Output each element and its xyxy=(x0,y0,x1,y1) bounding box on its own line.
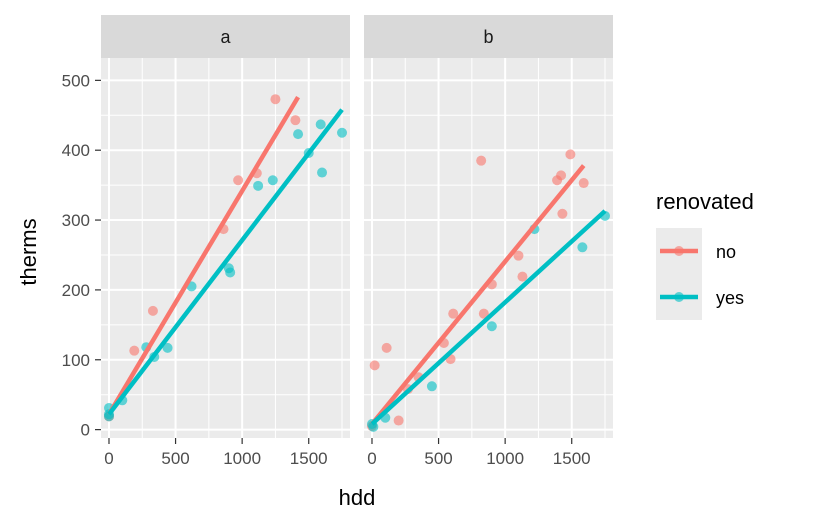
x-tick-label: 0 xyxy=(104,449,113,468)
legend-label-no: no xyxy=(716,242,736,262)
facet-a-x-axis: 0 500 1000 1500 xyxy=(104,438,328,468)
data-point-no xyxy=(513,250,524,261)
x-tick-label: 1500 xyxy=(290,449,328,468)
data-point-no xyxy=(557,208,568,219)
data-point-no xyxy=(517,271,528,282)
facet-a-marks xyxy=(103,94,348,422)
data-point-no xyxy=(147,305,158,316)
data-point-no xyxy=(369,360,380,371)
data-point-no xyxy=(478,308,489,319)
data-point-no xyxy=(556,170,567,181)
y-tick-label: 200 xyxy=(62,281,90,300)
y-axis: 0 100 200 300 400 500 xyxy=(62,71,101,440)
y-tick-label: 400 xyxy=(62,141,90,160)
data-point-yes xyxy=(315,119,326,130)
facet-b: b xyxy=(364,15,613,438)
x-tick-label: 500 xyxy=(424,449,452,468)
facet-a: a xyxy=(101,15,350,438)
data-point-yes xyxy=(337,127,348,138)
fit-line-yes xyxy=(370,209,607,426)
facet-b-strip xyxy=(364,15,613,58)
data-point-no xyxy=(476,155,487,166)
legend-key-point-yes xyxy=(674,292,684,302)
y-tick-label: 0 xyxy=(81,421,90,440)
x-tick-label: 1000 xyxy=(486,449,524,468)
y-axis-title: therms xyxy=(16,218,41,285)
data-point-yes xyxy=(225,267,236,278)
data-point-no xyxy=(448,308,459,319)
data-point-yes xyxy=(577,242,588,253)
data-point-yes xyxy=(426,381,437,392)
legend-title: renovated xyxy=(656,189,754,214)
data-point-no xyxy=(381,342,392,353)
facet-b-gridlines xyxy=(364,58,613,438)
x-tick-label: 500 xyxy=(161,449,189,468)
data-point-no xyxy=(290,115,301,126)
facet-a-strip-label: a xyxy=(220,27,231,47)
legend-entry-yes: yes xyxy=(656,274,744,320)
x-tick-label: 1000 xyxy=(223,449,261,468)
data-point-yes xyxy=(368,421,379,432)
facet-a-strip xyxy=(101,15,350,58)
legend-key-point-no xyxy=(674,246,684,256)
data-point-no xyxy=(393,415,404,426)
facet-b-x-axis: 0 500 1000 1500 xyxy=(367,438,591,468)
x-tick-label: 0 xyxy=(367,449,376,468)
data-point-yes xyxy=(317,167,328,178)
x-tick-label: 1500 xyxy=(553,449,591,468)
data-point-no xyxy=(233,175,244,186)
data-point-yes xyxy=(253,180,264,191)
data-point-yes xyxy=(293,129,304,140)
data-point-no xyxy=(270,94,281,105)
data-point-yes xyxy=(486,321,497,332)
y-tick-label: 300 xyxy=(62,211,90,230)
facet-b-strip-label: b xyxy=(483,27,493,47)
fit-line-no xyxy=(370,164,586,426)
y-tick-label: 500 xyxy=(62,71,90,90)
y-tick-label: 100 xyxy=(62,351,90,370)
fit-line-yes xyxy=(107,108,344,416)
legend: renovated no yes xyxy=(656,189,754,320)
legend-label-yes: yes xyxy=(716,288,744,308)
data-point-no xyxy=(565,149,576,160)
data-point-no xyxy=(129,345,140,356)
data-point-yes xyxy=(267,175,278,186)
fit-line-no xyxy=(107,95,301,416)
legend-entry-no: no xyxy=(656,228,736,274)
x-axis-title: hdd xyxy=(339,485,376,510)
data-point-yes xyxy=(162,342,173,353)
data-point-no xyxy=(578,178,589,189)
facet-b-marks xyxy=(366,149,611,432)
